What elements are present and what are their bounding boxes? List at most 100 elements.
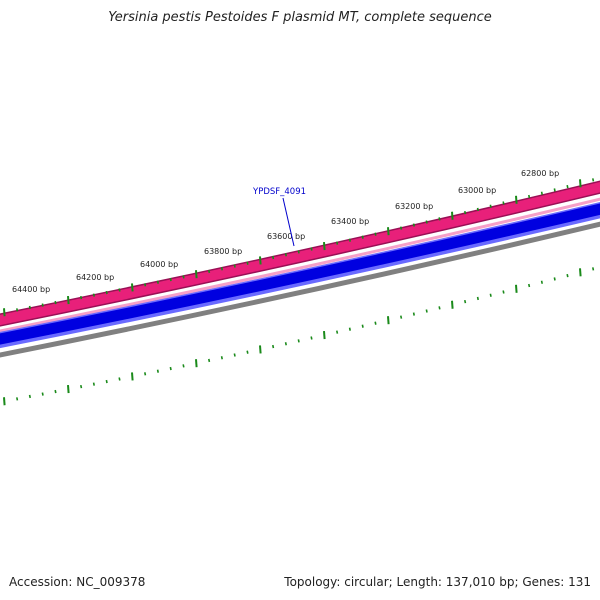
scale-tick-outer	[489, 204, 492, 208]
feature-tracks	[0, 180, 600, 358]
scale-tick-inner	[374, 321, 377, 325]
scale-tick-outer	[592, 178, 595, 182]
scale-tick-outer	[259, 256, 262, 265]
scale-tick-outer	[272, 255, 275, 260]
scale-tick-inner	[528, 283, 531, 288]
scale-tick-outer	[92, 293, 95, 297]
scale-tick-inner	[515, 284, 518, 293]
scale-tick-outer	[28, 305, 31, 310]
scale-tick-outer	[425, 220, 428, 224]
scale-tick-inner	[387, 316, 390, 325]
scale-tick-outer	[361, 235, 364, 239]
scale-tick-inner	[323, 330, 326, 340]
scale-label: 62800 bp	[521, 169, 559, 178]
scale-tick-outer	[502, 201, 505, 205]
map-title: Yersinia pestis Pestoides F plasmid MT, …	[108, 10, 492, 25]
scale-tick-inner	[348, 327, 351, 331]
scale-tick-outer	[16, 308, 19, 312]
gene-annotation[interactable]: YPDSF_4091	[252, 187, 306, 247]
scale-label: 64400 bp	[12, 285, 50, 294]
scale-tick-inner	[297, 339, 300, 343]
scale-tick-inner	[28, 394, 31, 399]
outer-strand-highlight	[0, 197, 600, 333]
scale-tick-outer	[348, 238, 351, 242]
scale-tick-inner	[182, 364, 185, 368]
scale-tick-inner	[54, 389, 57, 394]
scale-tick-outer	[374, 232, 377, 236]
scale-tick-inner	[144, 372, 147, 376]
scale-tick-outer	[464, 210, 467, 215]
scale-tick-outer	[182, 275, 185, 279]
scale-tick-inner	[400, 315, 403, 319]
scale-label: 64200 bp	[76, 273, 114, 282]
scale-tick-inner	[208, 358, 211, 363]
scale-tick-inner	[156, 369, 159, 373]
scale-tick-inner	[131, 372, 134, 381]
topology-summary: Topology: circular; Length: 137,010 bp; …	[284, 575, 591, 589]
scale-tick-outer	[412, 223, 415, 227]
scale-tick-outer	[246, 261, 249, 265]
scale-tick-outer	[566, 184, 569, 189]
scale-label: 64000 bp	[140, 260, 178, 269]
scale-tick-inner	[118, 377, 121, 381]
scale-labels: 62800 bp 63000 bp 63200 bp 63400 bp 63600 bp…	[12, 169, 559, 294]
scale-tick-inner	[169, 366, 172, 371]
scale-label: 63600 bp	[267, 232, 305, 241]
scale-tick-outer	[540, 191, 543, 195]
scale-tick-inner	[272, 344, 275, 349]
scale-tick-outer	[208, 269, 211, 274]
gene-pointer-line	[282, 197, 295, 247]
scale-tick-outer	[284, 253, 287, 257]
scale-tick-inner	[41, 392, 44, 396]
scale-tick-inner	[476, 296, 479, 301]
scale-tick-inner	[220, 356, 223, 360]
scale-tick-outer	[451, 211, 454, 220]
scale-tick-outer	[579, 179, 582, 188]
scale-tick-outer	[220, 267, 223, 271]
scale-tick-inner	[3, 397, 6, 406]
scale-ticks	[3, 178, 595, 406]
scale-tick-outer	[118, 288, 121, 292]
scale-tick-outer	[387, 227, 390, 236]
outer-strand-features	[0, 182, 600, 326]
inner-strand-features	[0, 203, 600, 345]
gc-content-track	[0, 221, 600, 358]
scale-tick-outer	[80, 295, 83, 300]
scale-tick-outer	[336, 241, 339, 245]
scale-tick-inner	[361, 324, 364, 328]
scale-tick-outer	[233, 264, 236, 268]
scale-tick-inner	[233, 353, 236, 357]
scale-tick-inner	[579, 268, 582, 277]
scale-tick-outer	[528, 194, 531, 199]
scale-tick-inner	[566, 273, 569, 278]
scale-tick-outer	[310, 247, 313, 251]
scale-tick-inner	[412, 312, 415, 316]
scale-tick-outer	[3, 308, 6, 317]
scale-label: 63000 bp	[458, 186, 496, 195]
scale-tick-outer	[515, 195, 518, 204]
scale-label: 63800 bp	[204, 247, 242, 256]
scale-tick-outer	[67, 296, 70, 305]
scale-tick-outer	[323, 241, 326, 251]
scale-tick-inner	[592, 267, 595, 271]
scale-tick-outer	[105, 290, 108, 295]
scale-tick-inner	[451, 300, 454, 309]
scale-tick-inner	[540, 280, 543, 284]
scale-tick-inner	[195, 359, 198, 368]
scale-tick-inner	[246, 350, 249, 354]
gene-label[interactable]: YPDSF_4091	[252, 187, 306, 197]
scale-tick-inner	[553, 277, 556, 281]
scale-tick-outer	[195, 270, 198, 279]
scale-tick-inner	[80, 384, 83, 389]
scale-tick-inner	[259, 345, 262, 354]
scale-tick-inner	[502, 290, 505, 294]
scale-tick-inner	[105, 379, 108, 384]
scale-tick-inner	[336, 330, 339, 334]
scale-tick-outer	[54, 300, 57, 305]
scale-tick-inner	[92, 382, 95, 386]
scale-tick-outer	[169, 277, 172, 282]
scale-tick-outer	[476, 207, 479, 212]
scale-tick-inner	[310, 336, 313, 340]
scale-tick-inner	[489, 293, 492, 297]
